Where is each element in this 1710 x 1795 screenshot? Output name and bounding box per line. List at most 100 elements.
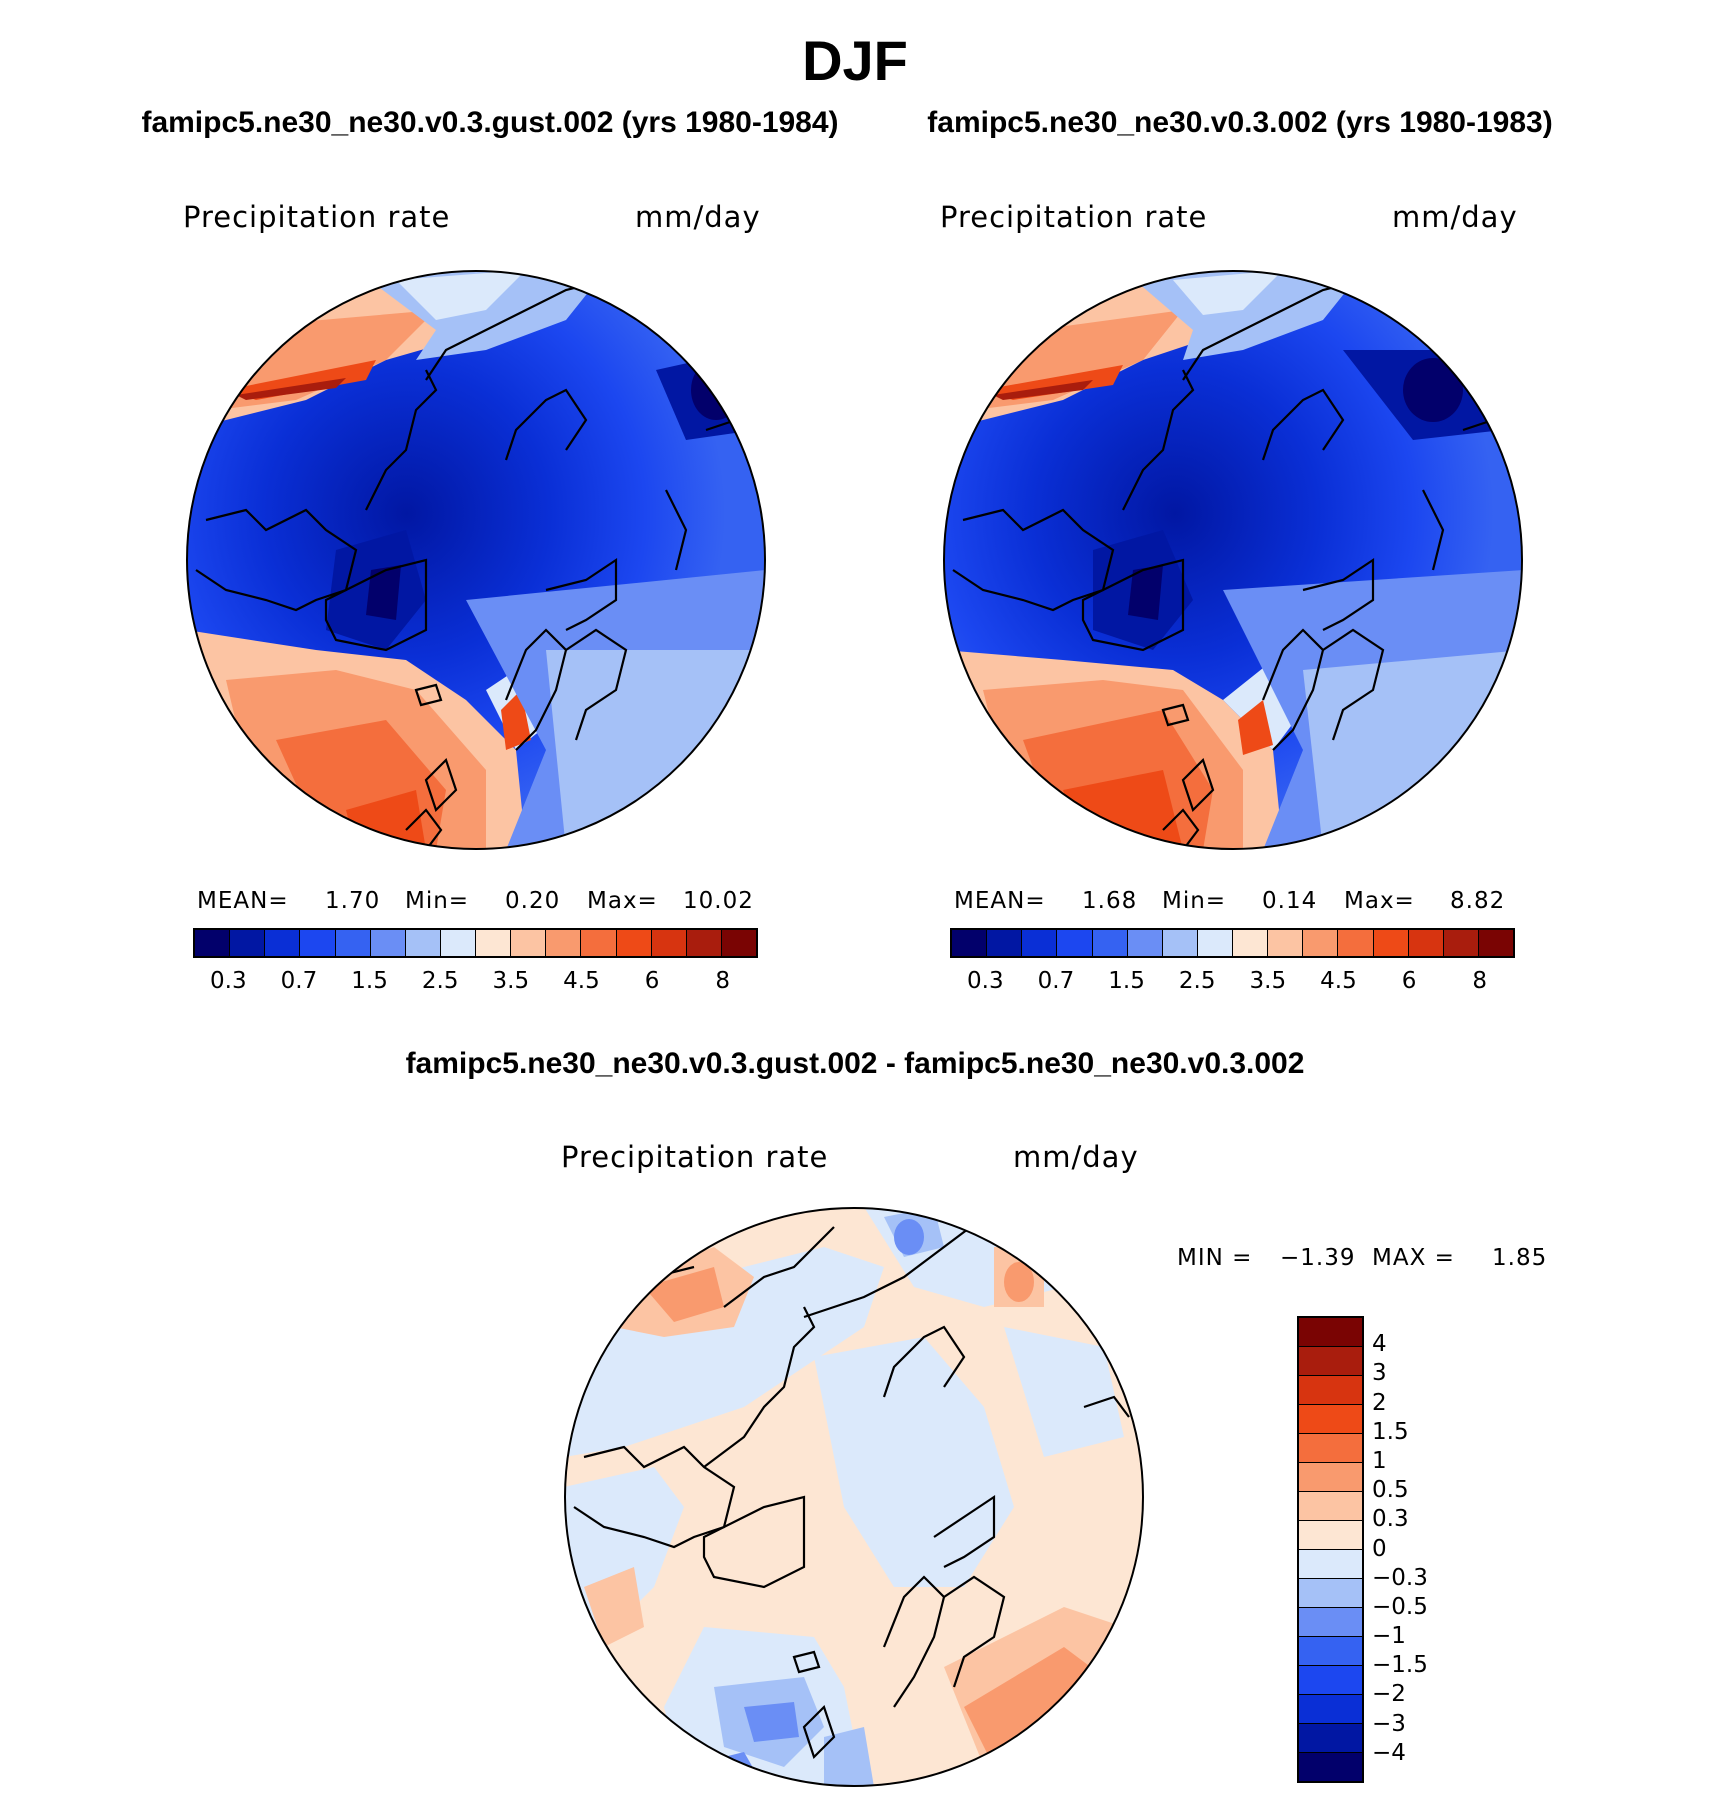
colorbar-swatch	[721, 930, 756, 956]
colorbar-swatch	[1299, 1318, 1362, 1347]
panel-a-min-value: 0.20	[505, 888, 561, 914]
colorbar-swatch	[1299, 1753, 1362, 1781]
colorbar-swatch	[1197, 930, 1233, 956]
colorbar-tick-label: 6	[1401, 968, 1417, 994]
panel-b-units: mm/day	[1392, 200, 1518, 234]
colorbar-tick-label: 4	[1372, 1331, 1387, 1358]
colorbar-swatch	[1299, 1492, 1362, 1521]
colorbar-tick-label: 0.7	[280, 968, 318, 994]
colorbar-tick-label: −1.5	[1372, 1652, 1428, 1679]
colorbar-swatch	[1299, 1521, 1362, 1550]
diff-colorbar	[1297, 1316, 1364, 1783]
diff-min-value: −1.39	[1280, 1245, 1356, 1271]
colorbar-swatch	[1299, 1579, 1362, 1608]
panel-a-mean-value: 1.70	[325, 888, 381, 914]
colorbar-swatch	[1299, 1463, 1362, 1492]
colorbar-tick-label: −1	[1372, 1623, 1406, 1650]
colorbar-swatch	[987, 930, 1023, 956]
colorbar-tick-label: 0	[1372, 1535, 1387, 1562]
panel-a-mean-label: MEAN=	[197, 888, 289, 914]
colorbar-swatch	[1299, 1405, 1362, 1434]
colorbar-swatch	[440, 930, 476, 956]
diff-variable: Precipitation rate	[561, 1140, 829, 1174]
colorbar-tick-label: −0.3	[1372, 1564, 1428, 1591]
colorbar-swatch	[405, 930, 441, 956]
panel-a-variable: Precipitation rate	[183, 200, 451, 234]
colorbar-swatch	[1299, 1550, 1362, 1579]
colorbar-swatch	[1299, 1434, 1362, 1463]
colorbar-swatch	[300, 930, 336, 956]
colorbar-swatch	[195, 930, 231, 956]
colorbar-swatch	[1338, 930, 1374, 956]
colorbar-tick-label: 2.5	[421, 968, 459, 994]
panel-a-run-title: famipc5.ne30_ne30.v0.3.gust.002 (yrs 198…	[141, 106, 839, 139]
colorbar-swatch	[1299, 1376, 1362, 1405]
colorbar-tick-label: 4.5	[1320, 968, 1357, 994]
colorbar-swatch	[1127, 930, 1163, 956]
diff-max-label: MAX =	[1372, 1245, 1455, 1271]
colorbar-swatch	[1299, 1637, 1362, 1666]
panel-a-units: mm/day	[635, 200, 761, 234]
colorbar-tick-label: 1	[1372, 1447, 1387, 1474]
colorbar-swatch	[335, 930, 371, 956]
colorbar-swatch	[546, 930, 582, 956]
colorbar-swatch	[230, 930, 266, 956]
colorbar-tick-label: 2.5	[1178, 968, 1216, 994]
colorbar-tick-label: 4.5	[563, 968, 600, 994]
colorbar-tick-label: 0.3	[967, 968, 1004, 994]
colorbar-swatch	[511, 930, 547, 956]
colorbar-tick-label: 1.5	[1108, 968, 1145, 994]
colorbar-swatch	[1162, 930, 1198, 956]
panel-b-colorbar	[950, 928, 1515, 958]
colorbar-swatch	[616, 930, 652, 956]
panel-b-variable: Precipitation rate	[940, 200, 1208, 234]
diff-map	[564, 1207, 1144, 1787]
diff-units: mm/day	[1013, 1140, 1139, 1174]
panel-a-map	[186, 270, 766, 850]
colorbar-swatch	[1373, 930, 1409, 956]
colorbar-tick-label: 1.5	[1372, 1418, 1409, 1445]
panel-b-min-value: 0.14	[1262, 888, 1318, 914]
colorbar-swatch	[581, 930, 617, 956]
colorbar-swatch	[1092, 930, 1128, 956]
panel-b-mean-value: 1.68	[1082, 888, 1138, 914]
colorbar-swatch	[1303, 930, 1339, 956]
colorbar-tick-label: −4	[1372, 1739, 1406, 1766]
colorbar-tick-label: 8	[1472, 968, 1487, 994]
colorbar-swatch	[1299, 1724, 1362, 1753]
panel-b-run-title: famipc5.ne30_ne30.v0.3.002 (yrs 1980-198…	[927, 106, 1553, 139]
colorbar-tick-label: 0.3	[1372, 1506, 1409, 1533]
panel-b-max-value: 8.82	[1450, 888, 1506, 914]
colorbar-swatch	[1299, 1608, 1362, 1637]
panel-b-max-label: Max=	[1344, 888, 1415, 914]
colorbar-swatch	[1022, 930, 1058, 956]
panel-a-max-label: Max=	[587, 888, 658, 914]
panel-a-min-label: Min=	[405, 888, 470, 914]
diff-max-value: 1.85	[1492, 1245, 1548, 1271]
colorbar-swatch	[1268, 930, 1304, 956]
colorbar-swatch	[1057, 930, 1093, 956]
colorbar-swatch	[1299, 1695, 1362, 1724]
panel-b-map	[943, 270, 1523, 850]
colorbar-swatch	[1299, 1347, 1362, 1376]
colorbar-tick-label: 1.5	[351, 968, 388, 994]
colorbar-tick-label: 0.5	[1372, 1477, 1409, 1504]
colorbar-swatch	[265, 930, 301, 956]
colorbar-swatch	[1478, 930, 1513, 956]
colorbar-tick-label: −2	[1372, 1681, 1406, 1708]
panel-a-colorbar	[193, 928, 758, 958]
panel-b-min-label: Min=	[1162, 888, 1227, 914]
panel-b-mean-label: MEAN=	[954, 888, 1046, 914]
colorbar-swatch	[1299, 1666, 1362, 1695]
colorbar-swatch	[1443, 930, 1479, 956]
colorbar-tick-label: 3.5	[1249, 968, 1287, 994]
colorbar-swatch	[1233, 930, 1269, 956]
colorbar-tick-label: 3	[1372, 1360, 1387, 1387]
colorbar-tick-label: 8	[715, 968, 730, 994]
panel-a-max-value: 10.02	[683, 888, 754, 914]
colorbar-tick-label: 2	[1372, 1389, 1387, 1416]
colorbar-tick-label: 6	[644, 968, 660, 994]
colorbar-tick-label: 0.3	[210, 968, 247, 994]
colorbar-swatch	[686, 930, 722, 956]
diff-run-title: famipc5.ne30_ne30.v0.3.gust.002 - famipc…	[405, 1047, 1305, 1080]
